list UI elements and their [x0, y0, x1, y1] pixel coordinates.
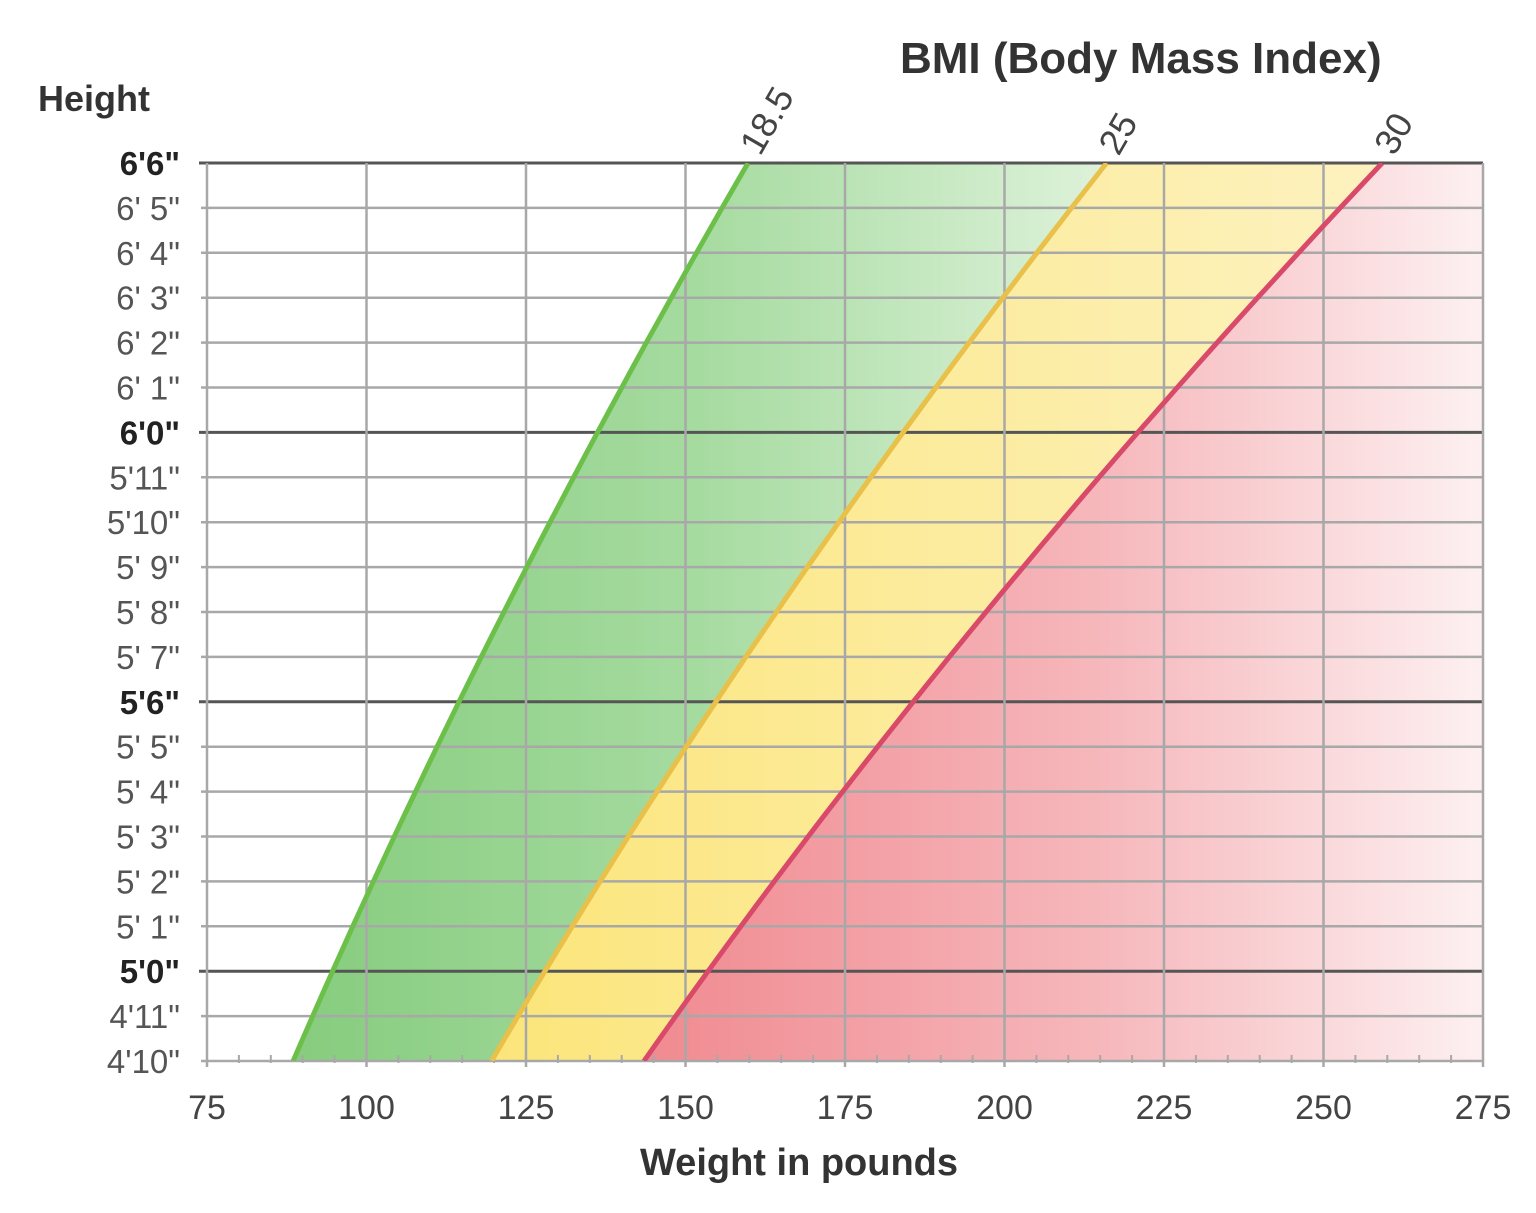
y-tick-label: 6'0"	[120, 414, 180, 451]
y-tick-label: 6' 2"	[116, 325, 180, 362]
x-tick-label: 200	[976, 1089, 1033, 1127]
y-tick-label: 5' 1"	[116, 908, 180, 945]
x-tick-label: 75	[188, 1089, 226, 1127]
bmi-curve-labels: 18.5 25 30	[731, 80, 1421, 161]
y-tick-label: 5'11"	[109, 459, 180, 496]
x-tick-label: 225	[1136, 1089, 1193, 1127]
y-tick-label: 5' 9"	[116, 549, 180, 586]
chart-title: BMI (Body Mass Index)	[900, 34, 1382, 83]
y-tick-label: 4'10"	[107, 1043, 180, 1080]
y-tick-label: 5'6"	[120, 684, 180, 721]
y-axis-label: Height	[38, 78, 150, 119]
bmi-curve-label-30: 30	[1366, 106, 1422, 161]
bmi-curve-25	[489, 163, 1109, 1061]
bmi-curve-30	[641, 163, 1385, 1061]
y-tick-label: 6' 3"	[116, 280, 180, 317]
x-tick-label: 100	[338, 1089, 395, 1127]
y-axis-ticks: 6'6" 6' 5" 6' 4" 6' 3" 6' 2" 6' 1" 6'0" 5'11" 5'…	[107, 145, 180, 1080]
x-tick-label: 150	[657, 1089, 714, 1127]
x-tick-label: 250	[1295, 1089, 1352, 1127]
bmi-curve-18.5	[290, 163, 751, 1061]
y-tick-label: 5' 2"	[116, 863, 180, 900]
x-axis-label: Weight in pounds	[640, 1142, 959, 1184]
y-tick-label: 5' 7"	[116, 639, 180, 676]
bmi-curve-label-18.5: 18.5	[731, 80, 802, 161]
x-tick-label: 275	[1455, 1089, 1512, 1127]
y-tick-label: 6' 1"	[116, 370, 180, 407]
y-tick-label: 4'11"	[109, 998, 180, 1035]
bmi-curve-label-25: 25	[1090, 106, 1146, 161]
y-tick-label: 5' 4"	[116, 774, 180, 811]
y-tick-label: 5'10"	[107, 504, 180, 541]
y-tick-label: 6' 5"	[116, 190, 180, 227]
x-tick-label: 175	[817, 1089, 874, 1127]
y-tick-label: 5'0"	[120, 953, 180, 990]
x-tick-label: 125	[498, 1089, 555, 1127]
y-tick-label: 5' 5"	[116, 729, 180, 766]
y-tick-label: 5' 8"	[116, 594, 180, 631]
y-tick-label: 6' 4"	[116, 235, 180, 272]
y-tick-label: 6'6"	[120, 145, 180, 182]
y-tick-label: 5' 3"	[116, 819, 180, 856]
x-axis-ticks: 75 100 125 150 175 200 225 250 275	[188, 1089, 1511, 1127]
bmi-curves	[290, 163, 1385, 1061]
